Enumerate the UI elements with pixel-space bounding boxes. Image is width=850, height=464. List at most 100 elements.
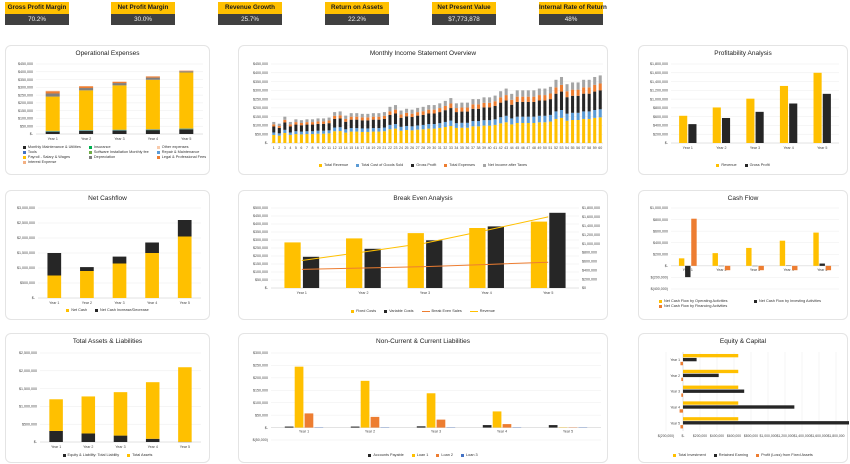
bar	[822, 93, 831, 143]
y-tick-label: $1,500,000	[19, 387, 37, 391]
x-tick-label: Year 3	[431, 430, 441, 434]
y2-tick-label: $1,600,000	[582, 215, 600, 219]
kpi-return-on-assets: Return on Assets 22.2%	[325, 2, 389, 25]
y-tick-label: Year 5	[670, 421, 680, 425]
legend-item: Net Cash Flow by Financing Activities	[659, 304, 727, 308]
x-tick-label: Year 2	[83, 445, 93, 449]
y-tick-label: $150,000	[18, 109, 33, 113]
bar-segment	[322, 130, 326, 134]
bar-segment	[45, 131, 60, 134]
bar-segment	[355, 116, 359, 120]
bar-segment	[388, 129, 392, 143]
bar-segment	[294, 119, 298, 123]
legend-swatch-icon	[744, 163, 748, 167]
bar	[712, 107, 721, 143]
bar	[407, 233, 424, 288]
y-tick-label: $1,200,000	[650, 89, 668, 93]
legend-swatch-icon	[716, 163, 720, 167]
non-current-current-liabilities-chart: Non-Current & Current Liabilities $(50,0…	[238, 333, 608, 463]
bar-segment	[454, 127, 458, 143]
legend-item: Net Cash Flow by Operating Activities	[659, 299, 728, 303]
legend-label: Equity & Liability: Total Liability	[67, 453, 120, 457]
bar-segment	[112, 83, 127, 86]
bar-segment	[366, 131, 370, 143]
bar-segment	[410, 130, 414, 143]
bar-segment	[310, 134, 315, 143]
y-tick-label: $3,000,000	[17, 206, 35, 210]
bar-segment	[571, 89, 575, 96]
legend-item: Equity & Liability: Total Liability	[62, 453, 120, 457]
x-tick-label: 39	[482, 146, 486, 150]
x-tick-label: 29	[427, 146, 431, 150]
x-tick-label: 7	[306, 146, 308, 150]
bar-segment	[543, 115, 547, 123]
bar-segment	[349, 128, 353, 132]
x-tick-label: Year 5	[180, 445, 190, 449]
bar-segment	[537, 100, 541, 116]
bar-segment	[488, 120, 492, 126]
x-tick-label: 47	[526, 146, 530, 150]
legend-swatch-icon	[469, 310, 478, 312]
bar-segment	[305, 134, 309, 143]
x-tick-label: 37	[471, 146, 475, 150]
bar-segment	[399, 126, 403, 131]
bar-segment	[460, 122, 464, 128]
legend-label: Loan 2	[441, 453, 454, 457]
bar-segment	[81, 396, 96, 434]
legend-item: Gross Profit	[744, 163, 770, 167]
bar-segment	[565, 84, 569, 92]
bar-segment	[432, 109, 436, 114]
bar-segment	[559, 76, 564, 85]
bar-segment	[488, 125, 492, 143]
bar-segment	[582, 118, 586, 143]
x-tick-label: Year 5	[817, 146, 827, 150]
bar-segment	[493, 119, 497, 125]
legend-label: Net Cash Flow by Operating Activities	[664, 299, 728, 303]
bar-segment	[593, 84, 597, 92]
bar-segment	[305, 131, 309, 135]
bar-segment	[283, 122, 287, 130]
bar	[758, 265, 764, 271]
bar-segment	[316, 133, 320, 143]
bar-segment	[587, 111, 591, 119]
bar	[364, 248, 381, 288]
legend-label: Fixed Costs	[356, 309, 377, 313]
bar	[350, 426, 360, 428]
bar	[469, 228, 486, 288]
y-tick-label: $-	[665, 141, 669, 145]
y-tick-label: $(50,000)	[253, 438, 268, 442]
bar-segment	[349, 119, 353, 129]
y-tick-label: $300,000	[253, 89, 268, 93]
bar-segment	[399, 114, 403, 118]
bar-segment	[112, 130, 127, 134]
bar-segment	[582, 79, 586, 88]
bar-segment	[327, 133, 331, 143]
legend-item: Revenue	[716, 163, 737, 167]
bar-segment	[432, 113, 436, 125]
chart-plot: $- $50,000 $100,000 $150,000 $200,000 $250,00…	[253, 206, 600, 295]
chart-legend: Monthly Maintenance & Utilities Insurance…	[12, 145, 207, 164]
chart-title: Net Cashflow	[88, 195, 127, 202]
y-tick-label: Year 3	[670, 390, 680, 394]
legend-swatch-icon	[156, 145, 160, 149]
bar-segment	[283, 129, 287, 133]
bar-segment	[587, 79, 591, 88]
legend-label: Legal & Professional Fees	[161, 155, 207, 159]
x-tick-label: Year 2	[716, 146, 726, 150]
bar-segment	[410, 117, 414, 127]
legend-label: Depreciation	[93, 155, 116, 159]
bar	[779, 240, 786, 266]
bar-segment	[593, 91, 597, 110]
bar-segment	[593, 109, 597, 118]
y-tick-label: $(200,000)	[651, 276, 668, 280]
x-tick-label: 21	[382, 146, 386, 150]
x-tick-label: $1,200,000	[777, 434, 794, 438]
bar-segment	[277, 127, 281, 134]
legend-label: Repair & Maintenance	[161, 150, 200, 154]
legend-item: Profit (Loss) from Fixed Assets	[756, 453, 813, 457]
bar-segment	[476, 126, 481, 143]
bar-segment	[80, 267, 94, 271]
legend-swatch-icon	[95, 308, 99, 312]
bar-segment	[576, 82, 580, 90]
chart-title: Break Even Analysis	[393, 195, 453, 202]
